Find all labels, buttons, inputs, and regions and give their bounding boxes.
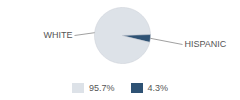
svg-text:WHITE: WHITE xyxy=(44,30,73,40)
html-text:4.3%: 4.3% xyxy=(147,83,168,93)
svg-text:HISPANIC: HISPANIC xyxy=(185,39,227,49)
html-text:95.7%: 95.7% xyxy=(89,83,115,93)
